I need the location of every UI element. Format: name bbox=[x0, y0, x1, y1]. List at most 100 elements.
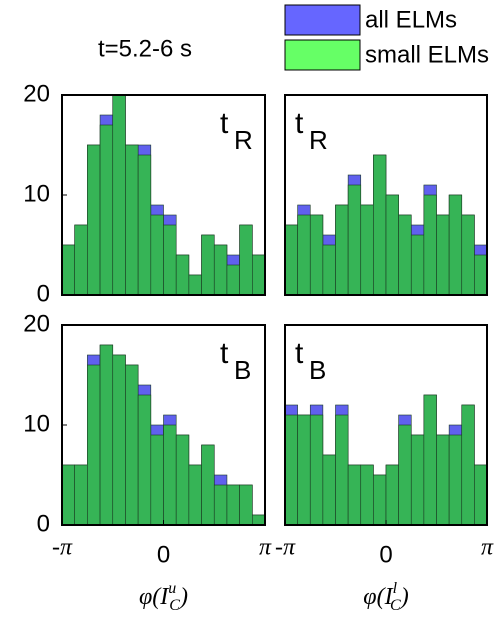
panel-label-sub: R bbox=[309, 125, 328, 155]
histogram-bar bbox=[239, 484, 253, 526]
histogram-bar bbox=[423, 194, 437, 296]
histogram-bar bbox=[309, 414, 324, 526]
x-tick-label: 0 bbox=[379, 541, 392, 568]
histogram-bar bbox=[112, 354, 126, 526]
histogram-bar bbox=[373, 154, 387, 296]
panel-label-sub: R bbox=[234, 125, 253, 155]
panel-label: t bbox=[220, 337, 229, 370]
histogram-bar bbox=[137, 394, 152, 526]
histogram-bar bbox=[61, 244, 75, 296]
y-tick-label: 20 bbox=[23, 80, 50, 107]
legend-label: small ELMs bbox=[365, 41, 489, 68]
panel-label-sub: B bbox=[309, 355, 326, 385]
histogram-bar bbox=[99, 344, 114, 526]
histogram-bar bbox=[188, 464, 202, 526]
histogram-bar bbox=[448, 194, 463, 296]
x-axis-label-part: φ(I bbox=[139, 584, 169, 610]
legend-label: all ELMs bbox=[365, 6, 457, 33]
legend-swatch bbox=[284, 4, 361, 36]
histogram-bar bbox=[385, 464, 399, 526]
histogram-bar bbox=[398, 424, 412, 526]
histogram-bar bbox=[461, 404, 475, 526]
y-tick-label: 10 bbox=[23, 180, 50, 207]
x-axis-label-sup: l bbox=[393, 580, 398, 597]
histogram-bar bbox=[284, 414, 298, 526]
histogram-bar bbox=[175, 254, 190, 296]
x-axis-label-sub: C bbox=[390, 597, 401, 614]
histogram-bar bbox=[436, 214, 450, 296]
histogram-bar bbox=[322, 244, 336, 296]
panel-label-sub: B bbox=[234, 355, 251, 385]
x-axis-label-sub: C bbox=[169, 597, 180, 614]
histogram-bar bbox=[284, 224, 298, 296]
histogram-bar bbox=[112, 94, 126, 296]
histogram-bar bbox=[335, 204, 349, 296]
histogram-bar bbox=[226, 264, 240, 296]
y-tick-label: 0 bbox=[37, 510, 50, 537]
x-tick-label: π bbox=[481, 535, 494, 561]
histogram-bar bbox=[252, 254, 266, 296]
histogram-bar bbox=[163, 224, 177, 296]
histogram-bar bbox=[322, 454, 336, 526]
histogram-bar bbox=[410, 434, 425, 526]
panel-label: t bbox=[295, 107, 304, 140]
x-axis-label: φ(Il C) bbox=[363, 580, 408, 614]
histogram-bar bbox=[175, 434, 190, 526]
histogram-bar bbox=[163, 424, 177, 526]
y-tick-label: 20 bbox=[23, 310, 50, 337]
histogram-bar bbox=[74, 464, 88, 526]
histogram-bar bbox=[201, 234, 215, 296]
histogram-bar bbox=[347, 464, 362, 526]
histogram-bar bbox=[137, 154, 152, 296]
histogram-bar bbox=[213, 484, 228, 526]
histogram-bar bbox=[150, 434, 164, 526]
panel-label: t bbox=[220, 107, 229, 140]
histogram-bar bbox=[436, 434, 450, 526]
histogram-bar bbox=[385, 194, 399, 296]
x-tick-label: -π bbox=[275, 535, 296, 561]
histogram-bar bbox=[74, 224, 88, 296]
histogram-bar bbox=[360, 464, 374, 526]
histogram-bar bbox=[474, 254, 488, 296]
x-axis-label-part: φ(I bbox=[363, 584, 393, 610]
x-axis-label-part: ) bbox=[399, 584, 409, 610]
histogram-bar bbox=[347, 184, 362, 296]
legend-swatch bbox=[284, 39, 361, 71]
y-tick-label: 0 bbox=[37, 280, 50, 307]
x-tick-label: -π bbox=[52, 535, 73, 561]
histogram-bar bbox=[297, 214, 311, 296]
histogram-bar bbox=[360, 204, 374, 296]
y-tick-label: 10 bbox=[23, 410, 50, 437]
histogram-bar bbox=[213, 244, 228, 296]
histogram-bar bbox=[461, 214, 475, 296]
histogram-bar bbox=[423, 394, 437, 526]
histogram-bar bbox=[99, 124, 114, 296]
x-axis-label: φ(Iu C) bbox=[139, 580, 188, 614]
histogram-bar bbox=[125, 364, 139, 526]
histogram-bar bbox=[150, 214, 164, 296]
histogram-bar bbox=[61, 464, 75, 526]
histogram-bar bbox=[87, 144, 101, 296]
x-axis-label-part: ) bbox=[178, 584, 188, 610]
histogram-bar bbox=[297, 414, 311, 526]
histogram-bar bbox=[335, 414, 349, 526]
histogram-bar bbox=[226, 484, 240, 526]
histogram-bar bbox=[398, 214, 412, 296]
histogram-bar bbox=[125, 144, 139, 296]
histogram-bar bbox=[87, 364, 101, 526]
plot-frame bbox=[284, 94, 488, 296]
x-tick-label: π bbox=[259, 535, 272, 561]
histogram-bar bbox=[188, 274, 202, 296]
histogram-bar bbox=[448, 434, 463, 526]
histogram-bar bbox=[309, 214, 324, 296]
histogram-bar bbox=[410, 234, 425, 296]
histogram-bar bbox=[239, 224, 253, 296]
x-tick-label: 0 bbox=[157, 541, 170, 568]
histogram-bar bbox=[252, 514, 266, 526]
histogram-bar bbox=[373, 474, 387, 526]
figure-title: t=5.2-6 s bbox=[98, 35, 192, 62]
histogram-bar bbox=[201, 444, 215, 526]
x-axis-label-sup: u bbox=[168, 580, 176, 597]
panel-label: t bbox=[295, 337, 304, 370]
